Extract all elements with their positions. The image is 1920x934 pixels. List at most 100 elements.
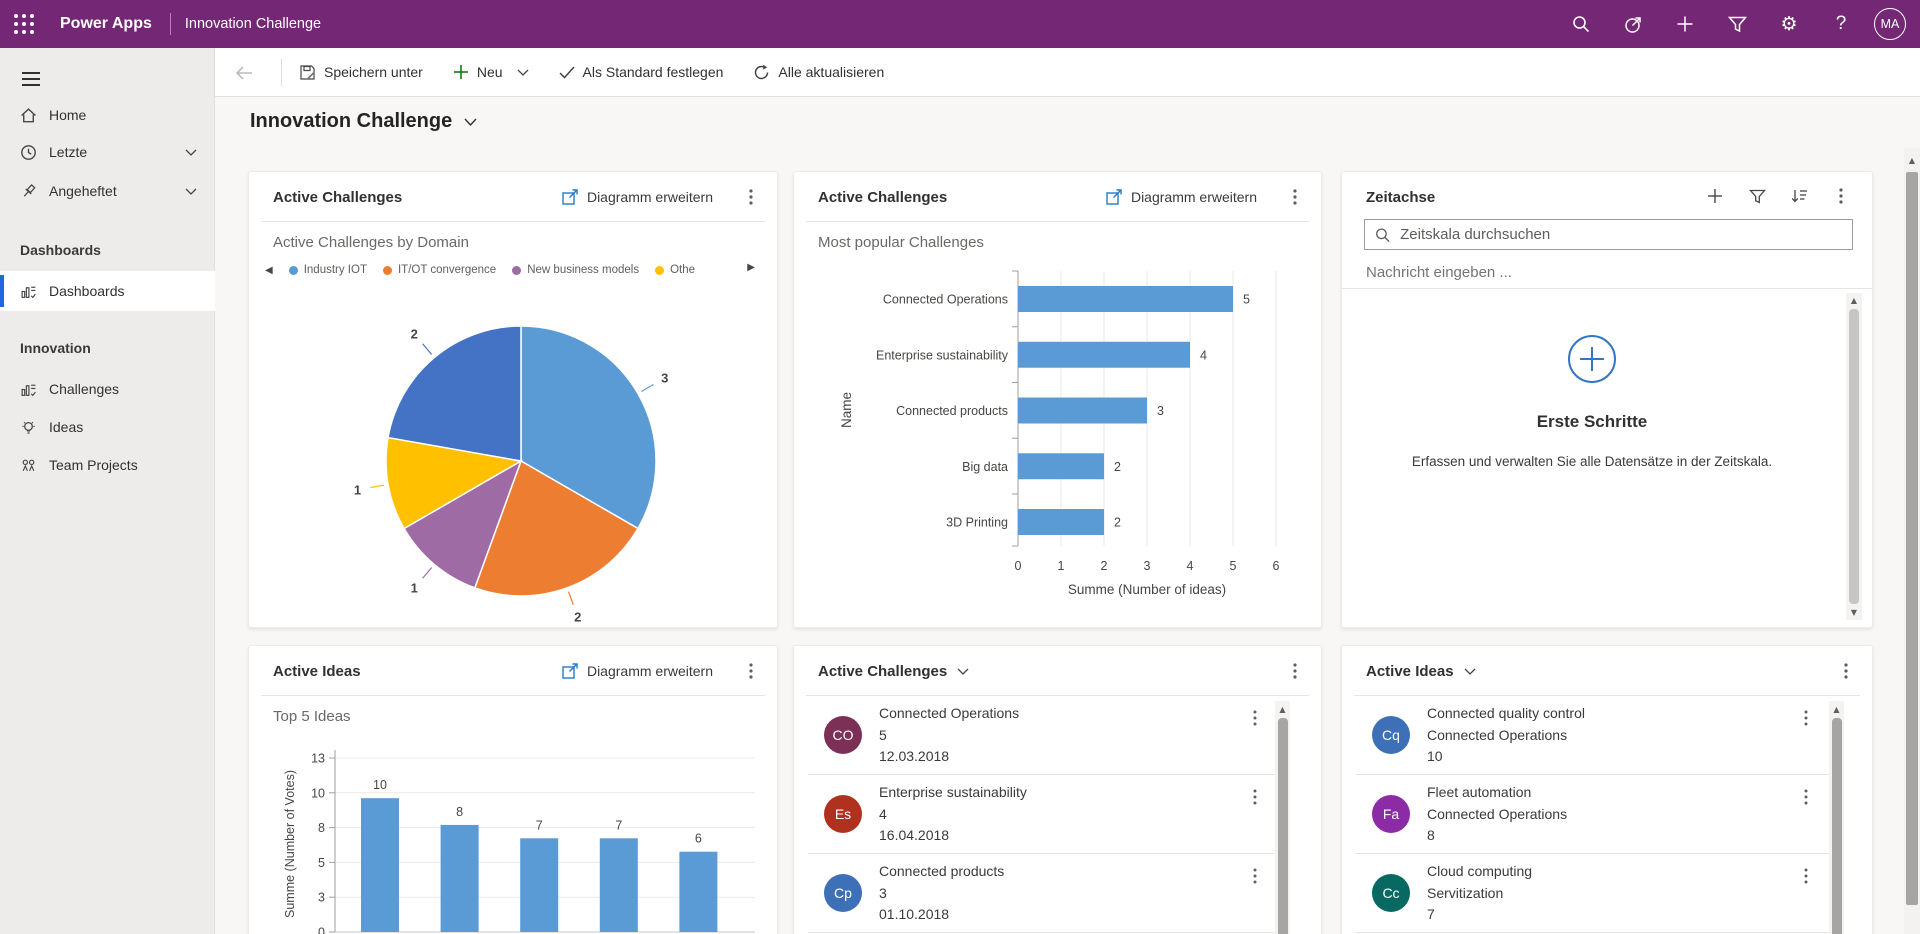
list-item[interactable]: Es Enterprise sustainability 4 16.04.201…: [794, 775, 1321, 854]
filter-icon[interactable]: [1718, 5, 1756, 43]
list-item[interactable]: Cq Connected quality control Connected O…: [1342, 696, 1872, 775]
scroll-up-icon[interactable]: ▲: [1850, 296, 1858, 305]
chart-title: Active Challenges by Domain: [273, 234, 469, 251]
timeline-sort-icon[interactable]: [1788, 185, 1810, 207]
search-icon[interactable]: [1562, 5, 1600, 43]
list-item[interactable]: Cp Connected products 3 01.10.2018: [794, 854, 1321, 933]
scroll-up-icon[interactable]: ▲: [1279, 705, 1286, 714]
home-icon: [21, 107, 36, 122]
record-more-options-icon[interactable]: [1253, 710, 1257, 731]
scrollbar-thumb[interactable]: [1832, 718, 1842, 934]
scrollbar-thumb[interactable]: [1906, 172, 1918, 905]
more-options-icon[interactable]: [749, 663, 753, 679]
check-icon: [559, 65, 575, 79]
page-scrollbar[interactable]: ▲: [1904, 148, 1920, 934]
page-title-text: Innovation Challenge: [250, 110, 453, 132]
add-icon[interactable]: [1666, 5, 1704, 43]
set-as-default-button[interactable]: Als Standard festlegen: [559, 64, 723, 80]
record-value: 8: [1427, 827, 1435, 843]
x-tick-label: 3: [1144, 559, 1151, 573]
list-scrollbar[interactable]: ▲: [1829, 701, 1844, 934]
sidebar-item-dashboards[interactable]: Dashboards: [0, 271, 215, 311]
scroll-down-icon[interactable]: ▼: [1850, 608, 1858, 617]
expand-chart-button[interactable]: Diagramm erweitern: [1106, 189, 1257, 205]
scroll-up-icon[interactable]: ▲: [1833, 705, 1840, 714]
record-subtitle: Servitization: [1427, 884, 1504, 901]
list-scrollbar[interactable]: ▲: [1275, 701, 1290, 934]
list-item[interactable]: Cc Cloud computing Servitization 7: [1342, 854, 1872, 933]
expand-chart-icon: [562, 663, 578, 679]
help-icon[interactable]: ?: [1835, 13, 1847, 34]
legend-item[interactable]: New business models: [512, 264, 639, 276]
user-avatar[interactable]: MA: [1874, 8, 1906, 40]
record-avatar: CO: [824, 716, 862, 754]
pie-label-leader: [422, 343, 433, 355]
y-axis-title: Summe (Number of Votes): [283, 770, 297, 918]
record-more-options-icon[interactable]: [1253, 789, 1257, 810]
record-more-options-icon[interactable]: [1804, 789, 1808, 810]
record-value: 5: [879, 726, 887, 743]
sidebar-item-team-projects[interactable]: Team Projects: [0, 446, 215, 484]
pie-slice: [520, 325, 657, 530]
app-title[interactable]: Innovation Challenge: [184, 16, 322, 32]
legend-item[interactable]: Industry IOT: [288, 264, 367, 276]
legend-next-icon[interactable]: ▶: [747, 262, 755, 273]
back-button[interactable]: [227, 56, 261, 90]
record-more-options-icon[interactable]: [1804, 710, 1808, 731]
sidebar-item-home[interactable]: Home: [0, 96, 215, 134]
sidebar-item-challenges[interactable]: Challenges: [0, 370, 215, 408]
hamburger-menu-icon[interactable]: [14, 62, 48, 96]
refresh-all-button[interactable]: Alle aktualisieren: [753, 64, 884, 81]
expand-chart-button[interactable]: Diagramm erweitern: [562, 663, 713, 679]
chevron-down-icon[interactable]: [957, 668, 969, 675]
card-title[interactable]: Active Challenges: [818, 662, 948, 680]
x-tick-label: 4: [1187, 559, 1194, 573]
team-icon: [22, 459, 35, 471]
list-item[interactable]: CO Connected Operations 5 12.03.2018: [794, 696, 1321, 775]
sidebar-item-recent[interactable]: Letzte: [0, 133, 215, 171]
legend-dot: [288, 265, 298, 275]
timeline-scrollbar[interactable]: ▲ ▼: [1846, 293, 1862, 620]
timeline-message-placeholder[interactable]: Nachricht eingeben ...: [1366, 264, 1512, 281]
sidebar-item-ideas[interactable]: Ideas: [0, 408, 215, 446]
settings-gear-icon[interactable]: ⚙: [1780, 13, 1798, 35]
chart-title: Most popular Challenges: [818, 234, 984, 251]
chevron-down-icon[interactable]: [1464, 668, 1476, 675]
record-subtitle: Connected Operations: [1427, 726, 1568, 743]
more-options-icon[interactable]: [1293, 189, 1297, 205]
page-title[interactable]: Innovation Challenge: [250, 110, 477, 133]
record-more-options-icon[interactable]: [1253, 868, 1257, 889]
sidebar-item-pinned[interactable]: Angeheftet: [0, 172, 215, 210]
expand-chart-button[interactable]: Diagramm erweitern: [562, 189, 713, 205]
app-launcher-icon[interactable]: [0, 0, 48, 48]
bar-value-label: 2: [1114, 460, 1121, 474]
legend-prev-icon[interactable]: ◀: [265, 264, 273, 276]
new-button[interactable]: Neu: [453, 64, 529, 80]
advanced-find-icon[interactable]: [1614, 5, 1652, 43]
more-options-icon[interactable]: [1830, 185, 1852, 207]
timeline-search-input[interactable]: [1400, 226, 1842, 243]
pie-slice: [403, 459, 523, 589]
scroll-up-icon[interactable]: ▲: [1908, 156, 1916, 165]
list-item[interactable]: Fa Fleet automation Connected Operations…: [1342, 775, 1872, 854]
y-tick-label: 10: [311, 786, 325, 800]
record-more-options-icon[interactable]: [1804, 868, 1808, 889]
record-list: CO Connected Operations 5 12.03.2018 Es …: [794, 696, 1321, 934]
scrollbar-thumb[interactable]: [1278, 718, 1288, 934]
card-active-challenges-bar: Active Challenges Diagramm erweitern Mos…: [793, 171, 1322, 628]
save-as-button[interactable]: Speichern unter: [299, 64, 423, 81]
scrollbar-thumb[interactable]: [1849, 309, 1859, 604]
bar: [1018, 341, 1190, 368]
card-title[interactable]: Active Ideas: [1366, 662, 1454, 680]
brand-name[interactable]: Power Apps: [60, 15, 152, 32]
timeline-filter-icon[interactable]: [1746, 185, 1768, 207]
more-options-icon[interactable]: [1293, 663, 1297, 679]
timeline-search-box[interactable]: [1364, 219, 1853, 250]
legend-item[interactable]: Othe: [655, 264, 695, 276]
legend-item[interactable]: IT/OT convergence: [382, 264, 496, 276]
more-options-icon[interactable]: [1844, 663, 1848, 679]
circle-plus-icon[interactable]: [1566, 333, 1618, 385]
timeline-add-icon[interactable]: [1704, 185, 1726, 207]
record-avatar: Cp: [824, 874, 862, 912]
more-options-icon[interactable]: [749, 189, 753, 205]
